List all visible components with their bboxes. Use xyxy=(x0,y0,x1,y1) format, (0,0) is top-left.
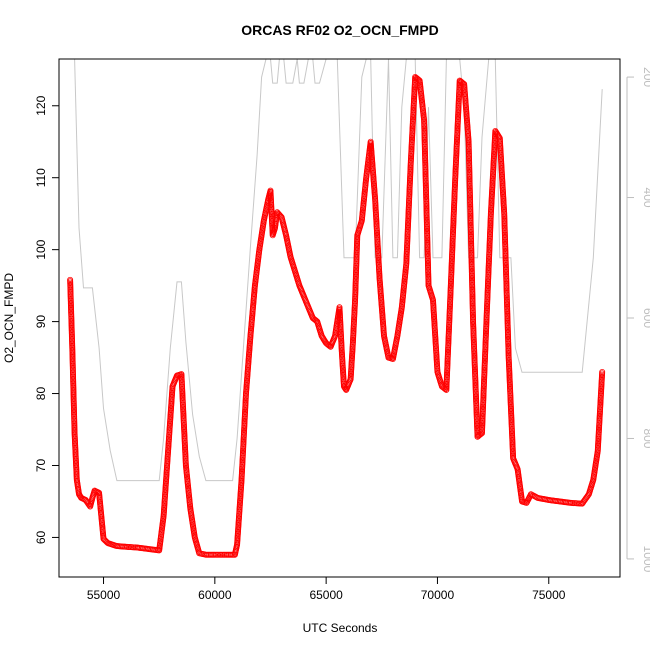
y-tick-label: 90 xyxy=(34,315,48,329)
y-tick-label: 70 xyxy=(34,458,48,472)
data-layer xyxy=(67,59,606,558)
right-tick-label: 1000 xyxy=(641,546,650,573)
right-tick-label: 400 xyxy=(641,188,650,208)
plot-frame xyxy=(58,58,621,578)
right-tick-label: 800 xyxy=(641,428,650,448)
data-point xyxy=(276,212,283,219)
chart-title: ORCAS RF02 O2_OCN_FMPD xyxy=(241,22,439,38)
y-tick-label: 120 xyxy=(34,95,48,115)
right-tick-label: 200 xyxy=(641,67,650,87)
secondary-series-line xyxy=(70,59,603,482)
x-tick-label: 75000 xyxy=(532,588,566,602)
x-axis-label: UTC Seconds xyxy=(303,621,378,635)
data-point xyxy=(599,368,606,375)
plot-area: 55000 60000 65000 70000 75000 60 70 80 90 100 110 1… xyxy=(34,58,650,602)
x-tick-label: 65000 xyxy=(309,588,343,602)
right-tick-label: 600 xyxy=(641,308,650,328)
y-axis-label: O2_OCN_FMPD xyxy=(2,273,16,363)
y-tick-label: 60 xyxy=(34,530,48,544)
x-tick-label: 70000 xyxy=(421,588,455,602)
y-tick-label: 80 xyxy=(34,387,48,401)
y-tick-label: 110 xyxy=(34,168,48,187)
x-tick-label: 60000 xyxy=(198,588,232,602)
x-tick-label: 55000 xyxy=(87,588,121,602)
y-tick-label: 100 xyxy=(34,239,48,259)
